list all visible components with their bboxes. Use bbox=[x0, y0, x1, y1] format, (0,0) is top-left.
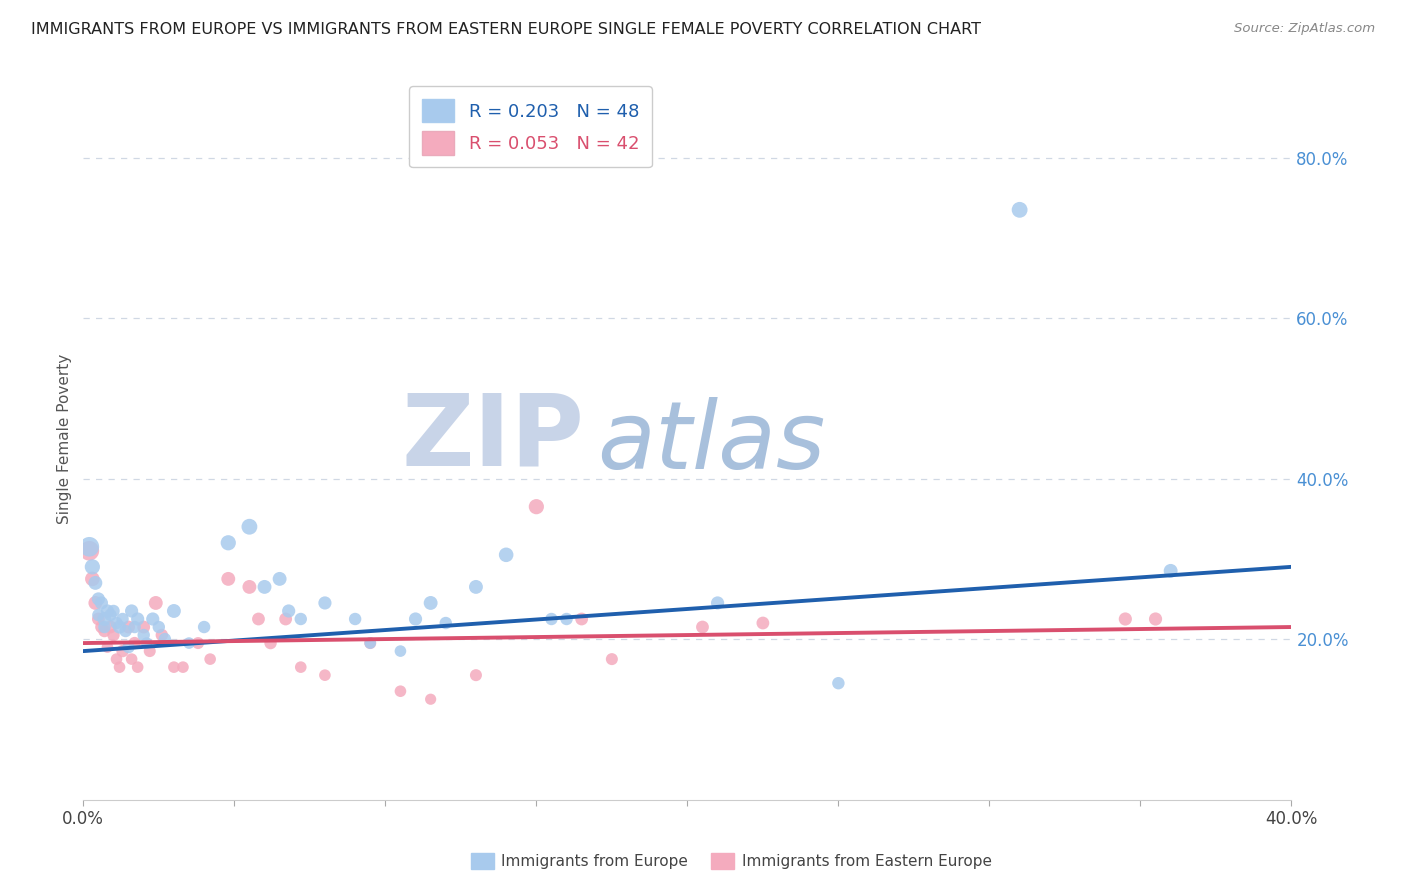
Point bbox=[132, 620, 155, 634]
Point bbox=[121, 652, 143, 666]
Point bbox=[100, 607, 122, 622]
Point bbox=[79, 540, 101, 554]
Point bbox=[274, 612, 297, 626]
Point bbox=[247, 612, 270, 626]
Point bbox=[96, 604, 118, 618]
Point bbox=[571, 612, 593, 626]
Point bbox=[1114, 612, 1136, 626]
Point bbox=[827, 676, 849, 690]
Point bbox=[198, 652, 221, 666]
Point bbox=[1008, 202, 1031, 217]
Point bbox=[127, 660, 149, 674]
Point bbox=[269, 572, 291, 586]
Legend: R = 0.203   N = 48, R = 0.053   N = 42: R = 0.203 N = 48, R = 0.053 N = 42 bbox=[409, 87, 651, 167]
Point bbox=[465, 580, 488, 594]
Point bbox=[524, 500, 547, 514]
Point bbox=[84, 575, 107, 590]
Point bbox=[163, 660, 186, 674]
Point bbox=[692, 620, 714, 634]
Point bbox=[117, 620, 139, 634]
Point bbox=[100, 620, 122, 634]
Point bbox=[465, 668, 488, 682]
Point bbox=[103, 628, 125, 642]
Point bbox=[290, 612, 312, 626]
Point bbox=[111, 612, 134, 626]
Point bbox=[121, 604, 143, 618]
Text: Source: ZipAtlas.com: Source: ZipAtlas.com bbox=[1234, 22, 1375, 36]
Point bbox=[217, 536, 239, 550]
Point bbox=[314, 668, 336, 682]
Point bbox=[142, 612, 165, 626]
Point bbox=[277, 604, 299, 618]
Point bbox=[238, 580, 260, 594]
Point bbox=[108, 660, 131, 674]
Text: IMMIGRANTS FROM EUROPE VS IMMIGRANTS FROM EASTERN EUROPE SINGLE FEMALE POVERTY C: IMMIGRANTS FROM EUROPE VS IMMIGRANTS FRO… bbox=[31, 22, 981, 37]
Point bbox=[359, 636, 381, 650]
Point bbox=[389, 684, 412, 698]
Point bbox=[187, 636, 209, 650]
Point bbox=[290, 660, 312, 674]
Point bbox=[314, 596, 336, 610]
Point bbox=[87, 612, 110, 626]
Point bbox=[555, 612, 578, 626]
Point bbox=[84, 596, 107, 610]
Point bbox=[79, 543, 101, 558]
Text: ZIP: ZIP bbox=[402, 390, 585, 487]
Point bbox=[93, 620, 115, 634]
Point bbox=[150, 628, 173, 642]
Legend: Immigrants from Europe, Immigrants from Eastern Europe: Immigrants from Europe, Immigrants from … bbox=[464, 847, 998, 875]
Point bbox=[135, 636, 157, 650]
Text: atlas: atlas bbox=[596, 397, 825, 488]
Point bbox=[217, 572, 239, 586]
Point bbox=[752, 615, 775, 630]
Point bbox=[108, 620, 131, 634]
Point bbox=[93, 624, 115, 638]
Point bbox=[145, 596, 167, 610]
Point bbox=[148, 620, 170, 634]
Point bbox=[540, 612, 562, 626]
Point bbox=[706, 596, 728, 610]
Point bbox=[419, 692, 441, 706]
Point bbox=[163, 604, 186, 618]
Point bbox=[600, 652, 623, 666]
Point bbox=[117, 640, 139, 654]
Point bbox=[405, 612, 427, 626]
Point bbox=[193, 620, 215, 634]
Point bbox=[103, 604, 125, 618]
Point bbox=[139, 644, 162, 658]
Point bbox=[124, 636, 146, 650]
Point bbox=[1144, 612, 1167, 626]
Point bbox=[124, 620, 146, 634]
Point bbox=[253, 580, 276, 594]
Point bbox=[177, 636, 200, 650]
Point bbox=[238, 520, 260, 534]
Point bbox=[127, 612, 149, 626]
Point bbox=[389, 644, 412, 658]
Point bbox=[90, 620, 112, 634]
Point bbox=[105, 652, 128, 666]
Point bbox=[495, 548, 517, 562]
Point bbox=[87, 607, 110, 622]
Point bbox=[114, 624, 136, 638]
Point bbox=[259, 636, 281, 650]
Point bbox=[153, 632, 176, 646]
Point bbox=[82, 559, 104, 574]
Point bbox=[344, 612, 367, 626]
Point bbox=[172, 660, 194, 674]
Point bbox=[87, 591, 110, 606]
Point bbox=[82, 572, 104, 586]
Point bbox=[111, 644, 134, 658]
Point bbox=[359, 636, 381, 650]
Point bbox=[434, 615, 457, 630]
Point bbox=[96, 640, 118, 654]
Point bbox=[105, 615, 128, 630]
Point bbox=[132, 628, 155, 642]
Point bbox=[93, 612, 115, 626]
Point bbox=[419, 596, 441, 610]
Point bbox=[90, 596, 112, 610]
Y-axis label: Single Female Poverty: Single Female Poverty bbox=[58, 353, 72, 524]
Point bbox=[1160, 564, 1182, 578]
